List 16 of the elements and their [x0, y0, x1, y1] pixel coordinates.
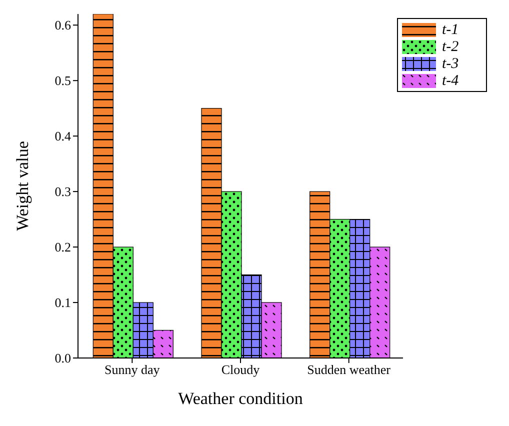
legend-label: t-4 [442, 72, 459, 88]
y-axis-title: Weight value [13, 141, 32, 231]
x-axis-title: Weather condition [178, 389, 304, 408]
y-tick-label: 0.2 [54, 240, 71, 255]
y-tick-label: 0.0 [54, 350, 71, 366]
legend-label: t-3 [442, 56, 459, 72]
x-tick-label: Sudden weather [307, 362, 392, 378]
y-tick-label: 0.5 [54, 73, 71, 88]
y-tick-label: 0.4 [54, 128, 72, 144]
legend-label: t-2 [442, 38, 459, 54]
y-tick-label: 0.1 [54, 295, 71, 310]
legend-label: t-1 [442, 22, 459, 38]
y-tick-label: 0.6 [54, 18, 72, 33]
x-tick-label: Sunny day [104, 362, 160, 378]
x-tick-label: Cloudy [221, 362, 260, 378]
y-tick-label: 0.3 [54, 184, 71, 200]
